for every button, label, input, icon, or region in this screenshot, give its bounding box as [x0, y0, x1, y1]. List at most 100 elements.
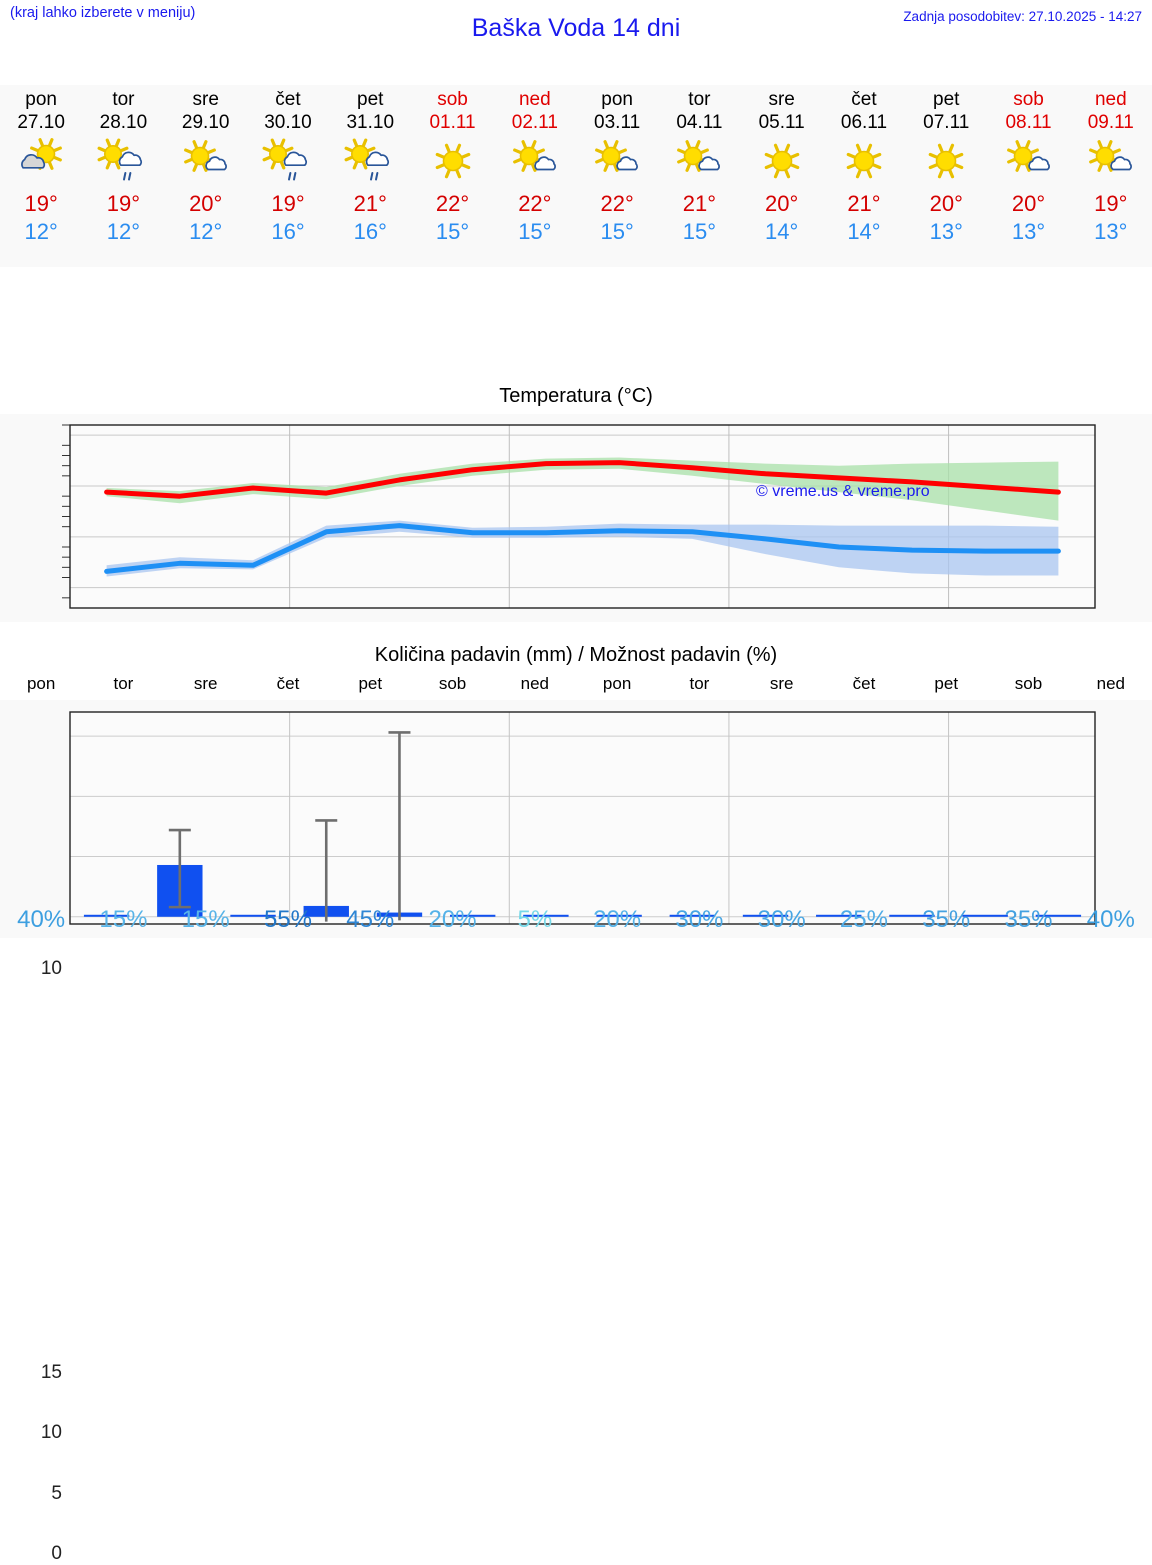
weather-sun-cloud-rain-icon	[94, 136, 152, 188]
precipitation-bar	[669, 914, 716, 917]
weather-sun-cloud-small-icon	[670, 136, 728, 188]
precipitation-bar	[523, 914, 569, 917]
temperature-max: 19°	[106, 191, 141, 216]
precipitation-bar	[889, 914, 935, 917]
temperature-min: 13°	[1011, 219, 1046, 244]
menu-hint-text: (kraj lahko izberete v meniju)	[10, 5, 196, 21]
day-date: 31.10	[346, 112, 395, 133]
precipitation-bar	[230, 914, 276, 917]
temperature-min: 14°	[847, 219, 881, 244]
day-date: 28.10	[99, 112, 148, 133]
day-column: tor 28.10 19° 12°	[82, 85, 164, 267]
precipitation-day-label: sob	[438, 674, 467, 693]
precipitation-probability: 30%	[757, 906, 806, 933]
weather-sun-cloud-rain-icon	[341, 136, 399, 188]
precipitation-y-tick: 15	[40, 1362, 62, 1384]
temperature-max: 20°	[929, 191, 963, 216]
precipitation-bar	[449, 914, 496, 917]
precipitation-probability-row: 40% 15% 15% 55% 45% 20% 5% 20% 30% 30% 25% 35% 35% 40…	[0, 898, 1152, 942]
day-name: sob	[437, 89, 468, 110]
temperature-min: 15°	[682, 219, 717, 244]
day-name: tor	[688, 89, 711, 110]
precipitation-bar	[816, 914, 862, 917]
daily-forecast-strip: pon 27.10 19° 12° tor 28.10 19° 12° sre 29.10 20° 1…	[0, 85, 1152, 267]
day-date: 02.11	[511, 112, 558, 133]
day-date: 08.11	[1005, 112, 1052, 133]
precipitation-day-label: sob	[1014, 674, 1043, 693]
precipitation-probability: 55%	[263, 906, 312, 933]
day-date: 04.11	[676, 112, 723, 133]
chart-watermark: © vreme.us & vreme.pro	[756, 483, 930, 500]
page-title: Baška Voda 14 dni	[471, 14, 681, 42]
day-name: čet	[851, 89, 877, 110]
temperature-min: 15°	[600, 219, 634, 244]
temperature-chart-section: Temperatura (°C) © vreme.us & vreme.pro …	[0, 382, 1152, 979]
day-date: 05.11	[758, 112, 805, 133]
day-column: čet 30.10 19° 16°	[247, 85, 329, 267]
precipitation-probability: 25%	[839, 906, 888, 933]
weather-sun-cloud-small-icon	[506, 136, 564, 188]
day-name: pon	[25, 89, 57, 110]
precipitation-day-label: pon	[602, 674, 632, 693]
temperature-min: 13°	[1094, 219, 1128, 244]
day-date: 06.11	[840, 112, 888, 133]
precipitation-probability: 20%	[593, 906, 642, 933]
temperature-y-tick: 10	[40, 957, 62, 979]
temperature-max: 20°	[189, 191, 223, 216]
temperature-min: 13°	[929, 219, 963, 244]
day-column: pon 03.11 22° 15°	[576, 85, 658, 267]
precipitation-y-tick: 10	[40, 1422, 62, 1444]
day-column: tor 04.11 21° 15°	[658, 85, 740, 267]
precipitation-day-label: pet	[934, 674, 959, 693]
weather-sun-cloud-rain-icon	[259, 136, 317, 188]
day-date: 07.11	[923, 112, 970, 133]
precipitation-chart-section: Količina padavin (mm) / Možnost padavin …	[0, 638, 1152, 1564]
temperature-max: 22°	[435, 191, 470, 216]
day-column: pet 31.10 21° 16°	[329, 85, 411, 267]
precipitation-probability: 45%	[346, 906, 395, 933]
day-column: čet 06.11 21° 14°	[823, 85, 905, 267]
day-column: sre 05.11 20° 14°	[741, 85, 823, 267]
precipitation-day-labels: pon tor sre čet pet sob ned pon tor sre čet pet sob n…	[0, 674, 1152, 700]
weather-sun-cloud-small-icon	[177, 136, 235, 188]
weather-sun-icon	[753, 136, 811, 188]
day-name: pon	[601, 89, 633, 110]
day-date: 03.11	[594, 112, 641, 133]
day-name: ned	[518, 89, 551, 110]
temperature-min: 16°	[353, 219, 387, 244]
temperature-min: 16°	[271, 219, 305, 244]
temperature-min: 12°	[106, 219, 141, 244]
temperature-max: 21°	[353, 191, 387, 216]
temperature-max: 21°	[682, 191, 717, 216]
precipitation-day-label: ned	[520, 674, 550, 693]
day-date: 09.11	[1087, 112, 1134, 133]
precipitation-y-tick: 5	[51, 1482, 62, 1504]
precipitation-probability: 15%	[99, 906, 148, 933]
day-column: ned 02.11 22° 15°	[494, 85, 576, 267]
temperature-max: 20°	[765, 191, 799, 216]
precipitation-probability: 40%	[1086, 906, 1135, 933]
day-name: pet	[357, 89, 384, 110]
precipitation-probability: 15%	[181, 906, 230, 933]
temperature-min: 12°	[24, 219, 58, 244]
weather-sun-cloud-small-icon	[1082, 136, 1140, 188]
precipitation-day-label: pet	[358, 674, 383, 693]
precipitation-day-label: tor	[689, 674, 710, 693]
last-updated-text: Zadnja posodobitev: 27.10.2025 - 14:27	[903, 9, 1142, 24]
temperature-min: 14°	[765, 219, 799, 244]
precipitation-bar	[742, 914, 789, 917]
day-name: pet	[933, 89, 960, 110]
day-column: ned 09.11 19° 13°	[1070, 85, 1152, 267]
day-date: 27.10	[17, 112, 65, 133]
precipitation-probability: 30%	[675, 906, 724, 933]
day-date: 29.10	[181, 112, 230, 133]
weather-sun-cloud-small-icon	[588, 136, 646, 188]
precipitation-day-label: sre	[769, 674, 794, 693]
weather-sun-icon	[835, 136, 893, 188]
precipitation-day-label: čet	[852, 674, 876, 693]
precipitation-chart-plot	[69, 711, 1096, 925]
weather-sun-icon	[917, 136, 975, 188]
precipitation-probability: 20%	[428, 906, 477, 933]
temperature-min: 15°	[518, 219, 552, 244]
day-name: sob	[1013, 89, 1044, 110]
